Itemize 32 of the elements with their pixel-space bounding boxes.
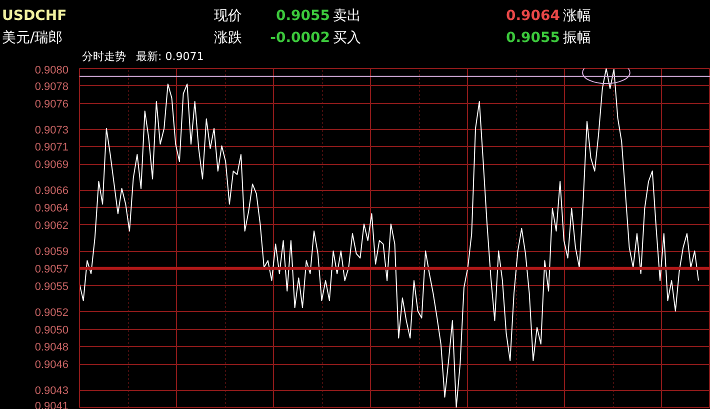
text: 现价 xyxy=(214,7,242,26)
text: -0.0002 xyxy=(270,29,330,48)
y-tick-label: 0.9055 xyxy=(34,280,69,293)
y-tick-label: 0.9043 xyxy=(34,385,69,398)
y-tick-label: 0.9078 xyxy=(34,80,69,93)
text: 振幅 xyxy=(563,29,591,48)
text: 美元/瑞郎 xyxy=(2,29,63,48)
y-tick-label: 0.9046 xyxy=(34,359,69,372)
text: 0.9055 xyxy=(276,7,330,26)
y-tick-label: 0.9059 xyxy=(34,246,69,258)
y-tick-label: 0.9048 xyxy=(34,342,69,354)
text: 买入 xyxy=(333,29,361,48)
y-tick-label: 0.9066 xyxy=(34,185,69,198)
y-tick-label: 0.9050 xyxy=(34,324,69,336)
text: 涨幅 xyxy=(563,7,591,26)
y-tick-label: 0.9073 xyxy=(34,124,69,136)
text: 涨跌 xyxy=(214,29,242,48)
y-tick-label: 0.9057 xyxy=(34,263,69,276)
text: 卖出 xyxy=(333,7,361,26)
y-tick-label: 0.9064 xyxy=(34,202,69,215)
text: 0.9055 xyxy=(506,29,560,48)
y-tick-label: 0.9080 xyxy=(34,64,69,76)
y-tick-label: 0.9069 xyxy=(34,159,69,172)
line-series xyxy=(80,68,699,408)
chart-title: 分时走势 xyxy=(82,49,126,65)
text: USDCHF xyxy=(2,7,67,26)
chart-subtitle: 最新: 0.9071 xyxy=(136,49,204,65)
text: 0.9064 xyxy=(506,7,560,26)
y-tick-label: 0.9071 xyxy=(34,142,69,154)
y-tick-label: 0.9052 xyxy=(34,306,69,319)
y-tick-label: 0.9062 xyxy=(34,220,69,232)
y-tick-label: 0.9076 xyxy=(34,98,69,110)
